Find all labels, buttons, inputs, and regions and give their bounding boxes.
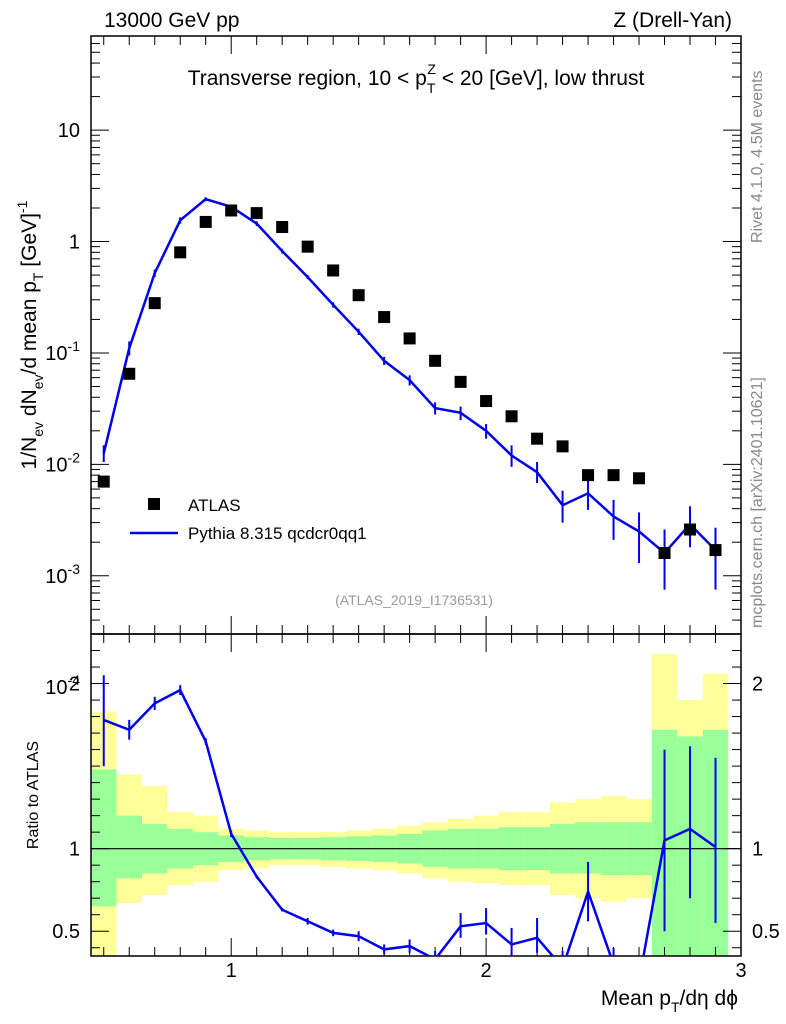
- atlas-data-point: [658, 547, 671, 560]
- legend-mc-label: Pythia 8.315 qcdcr0qq1: [188, 524, 367, 543]
- atlas-data-point: [403, 332, 416, 345]
- mc-series-line: [102, 197, 717, 555]
- side-text-top: Rivet 4.1.0, 4.5M events: [749, 70, 766, 243]
- analysis-label: (ATLAS_2019_I1736531): [335, 592, 493, 608]
- atlas-data-point: [276, 221, 289, 234]
- main-y-tick-label: 10: [58, 120, 80, 142]
- atlas-data-point: [607, 469, 620, 482]
- atlas-data-point: [352, 289, 365, 302]
- ylabel-part-d-sup: -1: [14, 200, 30, 213]
- ratio-bands: [91, 653, 741, 956]
- ratio-y-tick-label-right: 2: [752, 674, 763, 696]
- atlas-data-point: [582, 469, 595, 482]
- main-y-tick-label: 10-3: [45, 561, 80, 588]
- atlas-data-point: [97, 475, 110, 488]
- atlas-data-point: [454, 375, 467, 388]
- legend-data-label: ATLAS: [188, 496, 241, 515]
- ratio-y-tick-label: 1: [69, 839, 80, 861]
- ylabel-part-b: dN: [18, 389, 41, 422]
- atlas-data-point: [301, 240, 314, 253]
- ratio-y-tick-label: 0.5: [52, 921, 80, 943]
- plot-title: Transverse region, 10 < pTZ < 20 [GeV], …: [188, 61, 645, 96]
- main-y-tick-label: 10-2: [45, 449, 80, 476]
- side-text-bottom: mcplots.cern.ch [arXiv:2401.10621]: [749, 377, 766, 628]
- main-y-label: 1/Nev dNev/d mean pT [GeV]-1: [14, 200, 46, 469]
- plot-title-sup: Z: [427, 61, 436, 77]
- atlas-data-point: [429, 354, 442, 367]
- main-axis-ticks: 10-4 10-3 10-2 10-1 1 10: [45, 35, 742, 699]
- atlas-data-point: [531, 432, 544, 445]
- ratio-y-tick-label: 2: [69, 674, 80, 696]
- legend: ATLAS Pythia 8.315 qcdcr0qq1: [130, 496, 367, 543]
- main-panel: 10-4 10-3 10-2 10-1 1 10 Transverse region, 1…: [14, 35, 742, 699]
- ratio-y-tick-label-right: 0.5: [752, 921, 780, 943]
- main-plot-frame: [90, 35, 742, 635]
- ratio-series-line: [103, 688, 717, 956]
- atlas-data-point: [123, 367, 136, 380]
- ylabel-part-a-sub: ev: [30, 422, 46, 437]
- atlas-data-point: [633, 472, 646, 485]
- atlas-data-point: [250, 207, 263, 220]
- atlas-data-point: [556, 440, 569, 453]
- main-y-tick-label: 10-4: [45, 672, 80, 699]
- main-y-tick-label: 1: [69, 232, 80, 254]
- header-right: Z (Drell-Yan): [613, 9, 732, 32]
- plot-title-sub: T: [427, 80, 436, 96]
- main-data-marks: [97, 197, 722, 590]
- atlas-data-point: [684, 523, 697, 536]
- ratio-panel: 0.5 0.5 1 1 2 2 1 2 3 Ratio to ATLAS Mean pT/dη …: [25, 633, 780, 1015]
- header-left: 13000 GeV pp: [104, 9, 239, 32]
- ratio-y-label: Ratio to ATLAS: [25, 741, 42, 849]
- atlas-data-point: [199, 215, 212, 228]
- plot-title-suffix: < 20 [GeV], low thrust: [436, 67, 645, 90]
- x-tick-label: 3: [735, 960, 746, 982]
- ylabel-part-d: [GeV]: [18, 213, 41, 273]
- atlas-data-point: [174, 246, 187, 259]
- x-tick-label: 1: [226, 960, 237, 982]
- atlas-data-point: [480, 395, 493, 408]
- atlas-data-point: [709, 544, 722, 557]
- xlabel-part-b: /dη dϕ: [680, 987, 738, 1010]
- xlabel-part-a-sub: T: [671, 999, 680, 1015]
- ylabel-part-b-sub: ev: [30, 374, 46, 389]
- plot-title-prefix: Transverse region, 10 < p: [188, 67, 427, 90]
- xlabel-part-a: Mean p: [601, 987, 671, 1010]
- atlas-data-point: [505, 410, 518, 423]
- ratio-y-tick-label-right: 1: [752, 839, 763, 861]
- main-y-tick-label: 10-1: [45, 338, 80, 365]
- x-tick-label: 2: [481, 960, 492, 982]
- legend-data-marker: [148, 498, 160, 510]
- ratio-band-inner: [91, 769, 117, 907]
- atlas-data-point: [148, 297, 161, 310]
- ylabel-part-a: 1/N: [18, 437, 41, 470]
- atlas-data-point: [225, 204, 238, 217]
- ylabel-part-c: /d mean p: [18, 281, 41, 374]
- atlas-data-point: [327, 264, 340, 277]
- x-axis-label: Mean pT/dη dϕ: [601, 987, 738, 1015]
- ylabel-part-c-sub: T: [30, 272, 46, 281]
- ratio-band-inner: [116, 815, 142, 879]
- ratio-data-marks: [102, 675, 717, 956]
- atlas-data-point: [378, 311, 391, 324]
- ratio-plot-frame: [90, 633, 742, 957]
